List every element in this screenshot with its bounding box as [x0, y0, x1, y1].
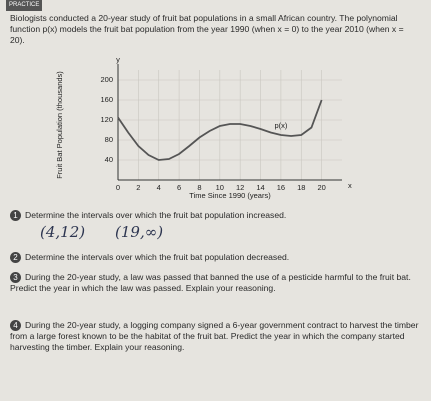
question-text: During the 20-year study, a logging comp…	[10, 320, 419, 352]
question-number: 1	[10, 210, 21, 221]
chart: Fruit Bat Population (thousands) Time Si…	[55, 55, 352, 200]
x-tick-label: 6	[177, 183, 181, 192]
question: 2 Determine the intervals over which the …	[10, 252, 420, 263]
x-axis-label: Time Since 1990 (years)	[189, 191, 271, 200]
question: 1 Determine the intervals over which the …	[10, 210, 420, 221]
x-tick-label: 12	[236, 183, 244, 192]
x-tick-label: 16	[277, 183, 285, 192]
x-tick-label: 8	[197, 183, 201, 192]
y-tick-label: 160	[100, 95, 113, 104]
question-number: 4	[10, 320, 21, 331]
tag: PRACTICE	[6, 0, 43, 11]
question-text: Determine the intervals over which the f…	[25, 252, 290, 262]
question: 4 During the 20-year study, a logging com…	[10, 320, 420, 353]
y-axis-label: Fruit Bat Population (thousands)	[55, 71, 64, 179]
curve-label: p(x)	[274, 121, 287, 130]
x-tick-label: 2	[136, 183, 140, 192]
question: 3 During the 20-year study, a law was pas…	[10, 272, 420, 294]
handwritten-answer: (4,12)	[40, 223, 86, 241]
x-axis-name: x	[348, 181, 352, 190]
question-number: 3	[10, 272, 21, 283]
intro: Biologists conducted a 20-year study of …	[10, 13, 404, 45]
question-number: 2	[10, 252, 21, 263]
y-tick-label: 80	[105, 135, 113, 144]
y-tick-label: 200	[100, 75, 113, 84]
y-axis-name: y	[116, 55, 120, 64]
question-text: During the 20-year study, a law was pass…	[10, 272, 411, 293]
curve	[117, 99, 323, 161]
x-tick-label: 4	[157, 183, 161, 192]
y-tick-label: 120	[100, 115, 113, 124]
x-tick-label: 0	[116, 183, 120, 192]
x-tick-label: 18	[297, 183, 305, 192]
x-tick-label: 14	[256, 183, 264, 192]
question-text: Determine the intervals over which the f…	[25, 210, 287, 220]
x-tick-label: 20	[317, 183, 325, 192]
y-tick-label: 40	[105, 155, 113, 164]
x-tick-label: 10	[216, 183, 224, 192]
handwritten-answer: (19,∞)	[115, 223, 164, 241]
